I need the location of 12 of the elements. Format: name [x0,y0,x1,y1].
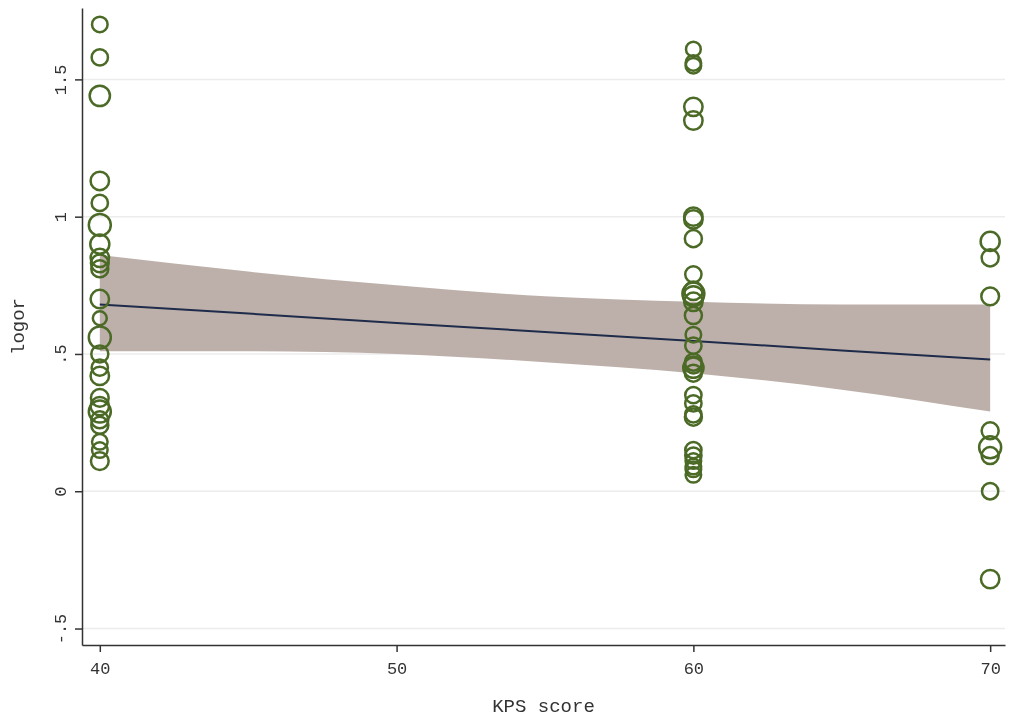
y-tick-label: 1 [51,212,71,223]
y-tick-label: 0 [51,486,71,497]
x-tick-label: 50 [386,659,408,679]
y-tick-label: 1.5 [51,64,71,96]
x-axis-title: KPS score [492,696,595,718]
x-tick-label: 60 [683,659,705,679]
y-axis-title: logor [8,297,30,356]
x-tick-label: 70 [980,659,1001,679]
y-tick-label: .5 [51,344,71,365]
line-series [98,303,992,361]
y-tick-label: -.5 [51,613,71,645]
x-tick-label: 40 [90,659,111,679]
